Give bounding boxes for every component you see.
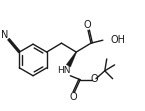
Text: O: O — [90, 74, 98, 84]
Text: O: O — [69, 92, 77, 102]
Text: O: O — [83, 20, 91, 30]
Text: HN: HN — [57, 66, 70, 75]
Text: N: N — [1, 30, 9, 40]
Text: OH: OH — [111, 35, 126, 45]
Polygon shape — [66, 52, 77, 67]
